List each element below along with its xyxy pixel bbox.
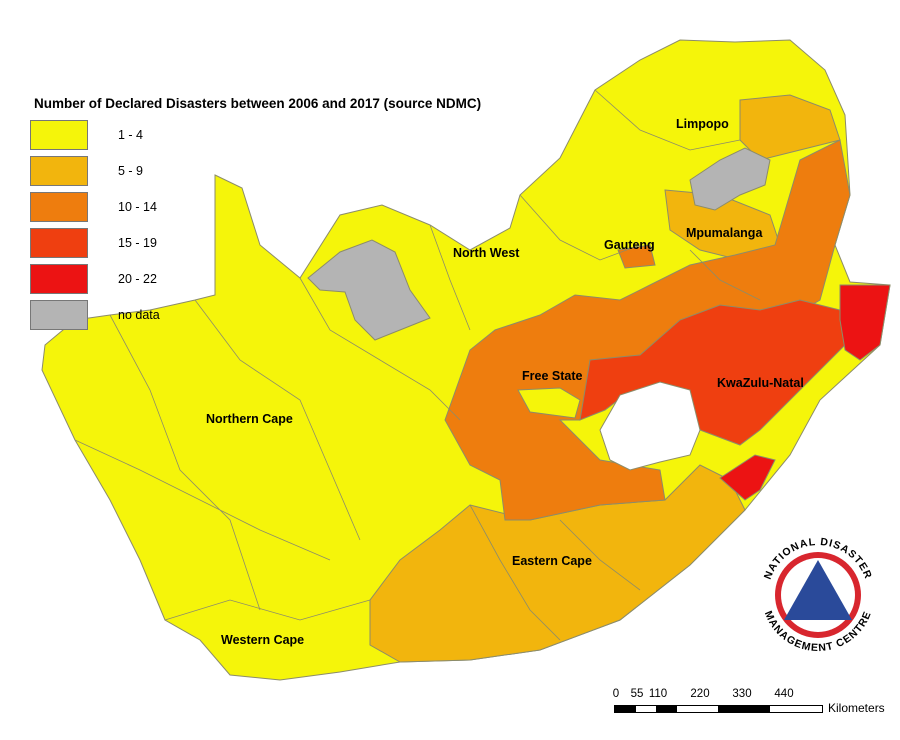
legend-item: 15 - 19 [30, 225, 550, 261]
legend-item: 5 - 9 [30, 153, 550, 189]
legend-swatch [30, 264, 88, 294]
label-gauteng: Gauteng [604, 238, 655, 252]
legend-swatch [30, 228, 88, 258]
legend-title: Number of Declared Disasters between 200… [34, 96, 482, 111]
lesotho-enclave [599, 381, 701, 471]
scale-tick: 110 [648, 688, 668, 700]
scale-unit: Kilometers [828, 701, 885, 715]
label-free-state: Free State [522, 369, 583, 383]
legend-swatch [30, 192, 88, 222]
scale-bar: 0 55 110 220 330 440 Kilometers [610, 688, 900, 728]
label-north-west: North West [453, 246, 520, 260]
scale-tick: 440 [774, 688, 794, 700]
region-1-4-free-state-pocket [517, 387, 581, 419]
scale-tick: 55 [630, 688, 644, 700]
district-boundaries [74, 89, 761, 641]
legend-label: 20 - 22 [118, 272, 157, 286]
ndmc-logo: NATIONAL DISASTER MANAGEMENT CENTRE [762, 536, 873, 654]
label-limpopo: Limpopo [676, 117, 729, 131]
logo-triangle [784, 560, 852, 620]
region-10-14-gauteng [617, 244, 656, 269]
region-20-22-north [839, 284, 891, 361]
legend-label: 5 - 9 [118, 164, 144, 178]
legend-item: 20 - 22 [30, 261, 550, 297]
label-western-cape: Western Cape [221, 633, 305, 647]
legend-label: 15 - 19 [118, 236, 157, 250]
region-20-22-south [719, 454, 776, 501]
legend-label: 1 - 4 [118, 128, 144, 142]
region-no-data-limpopo [689, 147, 771, 211]
legend-swatch [30, 120, 88, 150]
label-eastern-cape: Eastern Cape [512, 554, 592, 568]
legend-item: 1 - 4 [30, 117, 550, 153]
legend-swatch [30, 156, 88, 186]
region-no-data-north-west [307, 239, 431, 341]
scale-tick: 0 [612, 688, 620, 700]
legend-swatch [30, 300, 88, 330]
label-northern-cape: Northern Cape [206, 412, 293, 426]
scale-tick: 330 [732, 688, 752, 700]
label-kwazulu-natal: KwaZulu-Natal [717, 376, 804, 390]
legend-label: no data [118, 308, 160, 322]
legend-item: no data [30, 297, 550, 333]
scale-bar-graphic [614, 705, 823, 713]
legend-item: 10 - 14 [30, 189, 550, 225]
legend-label: 10 - 14 [118, 200, 157, 214]
scale-tick: 220 [690, 688, 710, 700]
label-mpumalanga: Mpumalanga [686, 226, 763, 240]
map-legend: Number of Declared Disasters between 200… [30, 96, 550, 333]
region-5-9-north-east [739, 94, 841, 161]
